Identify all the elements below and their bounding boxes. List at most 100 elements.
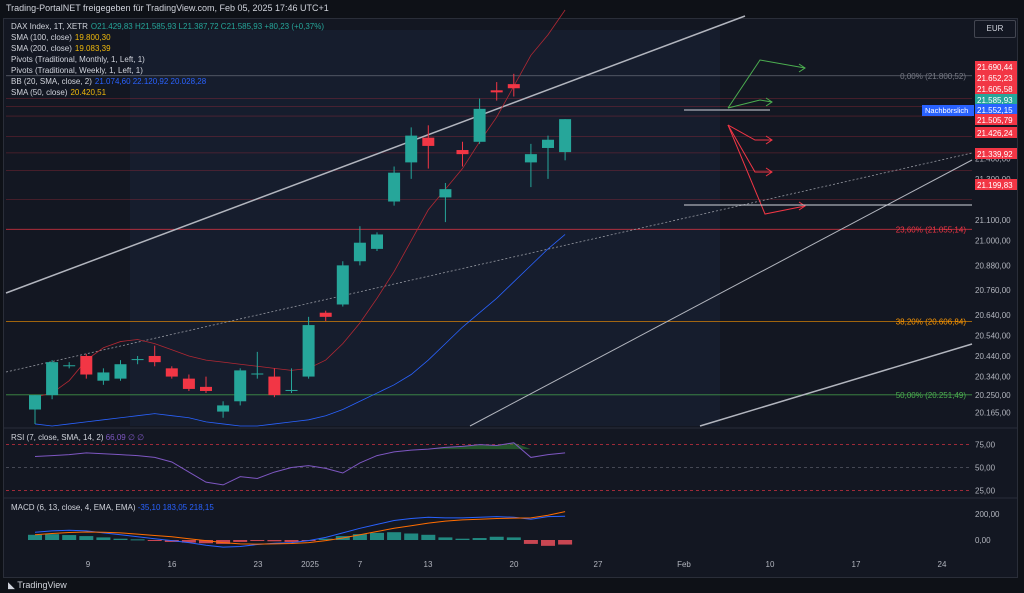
candle-body <box>559 119 572 153</box>
candle-body <box>29 395 41 410</box>
candle-body <box>234 370 247 402</box>
tradingview-logo[interactable]: ◣ TradingView <box>8 580 67 591</box>
legend-value: O21.429,83 H21.585,93 L21.387,72 C21.585… <box>90 22 324 31</box>
x-tick-label: 24 <box>938 560 947 569</box>
legend-row-sma50[interactable]: SMA (50, close) 20.420,51 <box>11 87 324 98</box>
fib-level-label: 23,60% (21.055,14) <box>896 225 967 234</box>
legend-row-sma100[interactable]: SMA (100, close) 19.800,30 <box>11 32 324 43</box>
after-hours-label: Nachbörslich <box>925 106 968 115</box>
macd-histogram-bar <box>541 540 555 546</box>
macd-histogram-bar <box>45 534 60 540</box>
price-label: 21.605,58 <box>977 85 1013 94</box>
candle-body <box>524 154 537 163</box>
candle-body <box>490 90 503 93</box>
macd-histogram-bar <box>79 536 94 540</box>
x-tick-label: Feb <box>677 560 691 569</box>
trend-line-dotted <box>5 152 973 373</box>
price-label: 21.585,93 <box>977 96 1013 105</box>
price-label-bg <box>975 114 1017 125</box>
top-bar: Trading-PortalNET freigegeben für Tradin… <box>0 0 1024 18</box>
x-tick-label: 9 <box>86 560 91 569</box>
macd-histogram-bar <box>472 538 487 540</box>
candle-body <box>182 378 195 389</box>
forecast-arrow-head <box>798 201 806 211</box>
candle-body <box>302 325 315 377</box>
price-label-bg <box>975 148 1017 159</box>
rsi-tick-label: 50,00 <box>975 464 996 473</box>
macd-histogram-bar <box>438 537 453 540</box>
forecast-arrow <box>727 124 772 173</box>
candle-body <box>439 189 452 198</box>
forecast-arrow <box>727 59 806 109</box>
forecast-arrow <box>727 124 806 215</box>
rsi-tick-label: 25,00 <box>975 486 996 495</box>
legend-label: Pivots (Traditional, Monthly, 1, Left, 1… <box>11 55 145 64</box>
x-tick-label: 7 <box>358 560 363 569</box>
macd-signal-line <box>34 511 566 545</box>
candle-body <box>165 368 178 377</box>
legend-label: SMA (50, close) <box>11 88 68 97</box>
forecast-arrow-head <box>765 135 773 145</box>
macd-histogram-bar <box>284 540 299 542</box>
macd-histogram-bar <box>370 532 384 540</box>
main-legend: DAX Index, 1T, XETR O21.429,83 H21.585,93… <box>11 21 324 98</box>
x-tick-label: 13 <box>424 560 433 569</box>
bb-upper-line <box>34 9 566 398</box>
rsi-tick-label: 75,00 <box>975 441 996 450</box>
candle-body <box>371 234 383 249</box>
candle-body <box>542 139 554 148</box>
y-tick-label: 20.440,00 <box>975 352 1011 361</box>
rsi-legend-values: 66,09 ∅ ∅ <box>105 433 145 442</box>
macd-histogram-bar <box>199 540 213 544</box>
candle-body <box>114 364 127 379</box>
macd-histogram-bar <box>233 540 248 542</box>
rsi-legend[interactable]: RSI (7, close, SMA, 14, 2) 66,09 ∅ ∅ <box>11 433 144 442</box>
macd-histogram-bar <box>352 534 367 540</box>
candle-body <box>285 389 298 391</box>
candle-body <box>336 265 349 305</box>
legend-row-bb[interactable]: BB (20, SMA, close, 2) 21.074,60 22.120,9… <box>11 76 324 87</box>
fib-level-label: 50,00% (20.251,49) <box>896 391 967 400</box>
currency-selector[interactable]: EUR <box>974 20 1016 38</box>
forecast-arrow-head <box>765 167 773 177</box>
fib-level-label: 38,20% (20.606,84) <box>896 318 967 327</box>
legend-row-dax[interactable]: DAX Index, 1T, XETR O21.429,83 H21.585,93… <box>11 21 324 32</box>
legend-row-pivots-weekly[interactable]: Pivots (Traditional, Weekly, 1, Left, 1) <box>11 65 324 76</box>
legend-row-pivots-monthly[interactable]: Pivots (Traditional, Monthly, 1, Left, 1… <box>11 54 324 65</box>
macd-histogram-bar <box>130 539 145 541</box>
candle-body <box>268 376 281 396</box>
macd-histogram-bar <box>216 540 231 544</box>
x-tick-label: 16 <box>168 560 177 569</box>
legend-label: Pivots (Traditional, Weekly, 1, Left, 1) <box>11 66 143 75</box>
macd-histogram-bar <box>267 540 282 542</box>
legend-label: SMA (200, close) <box>11 44 72 53</box>
macd-line <box>34 515 566 548</box>
legend-row-sma200[interactable]: SMA (200, close) 19.083,39 <box>11 43 324 54</box>
y-tick-label: 20.250,00 <box>975 391 1011 400</box>
price-label: 21.552,15 <box>977 106 1013 115</box>
macd-histogram-bar <box>62 535 77 540</box>
x-tick-label: 27 <box>594 560 603 569</box>
bottom-bar: ◣ TradingView <box>0 578 1024 593</box>
forecast-arrow <box>727 124 772 141</box>
macd-histogram-bar <box>404 533 419 540</box>
price-label: 21.505,79 <box>977 116 1013 125</box>
x-tick-label: 2025 <box>301 560 319 569</box>
price-label-bg <box>975 94 1017 105</box>
trend-line-upper <box>5 15 746 294</box>
trend-line-lower <box>469 159 973 427</box>
x-tick-label: 20 <box>510 560 519 569</box>
bb-lower-line <box>34 234 566 427</box>
candle-body <box>46 362 59 396</box>
price-label-bg <box>975 61 1017 72</box>
trend-line-bottom <box>699 343 973 427</box>
macd-tick-label: 200,00 <box>975 510 1000 519</box>
legend-value: 19.083,39 <box>74 44 111 53</box>
price-label: 21.199,83 <box>977 181 1013 190</box>
macd-legend[interactable]: MACD (6, 13, close, 4, EMA, EMA) -35,10 … <box>11 503 214 512</box>
price-label-bg <box>975 83 1017 94</box>
candle-body <box>251 373 264 375</box>
candle-body <box>80 355 93 375</box>
forecast-arrow-head <box>798 63 806 73</box>
